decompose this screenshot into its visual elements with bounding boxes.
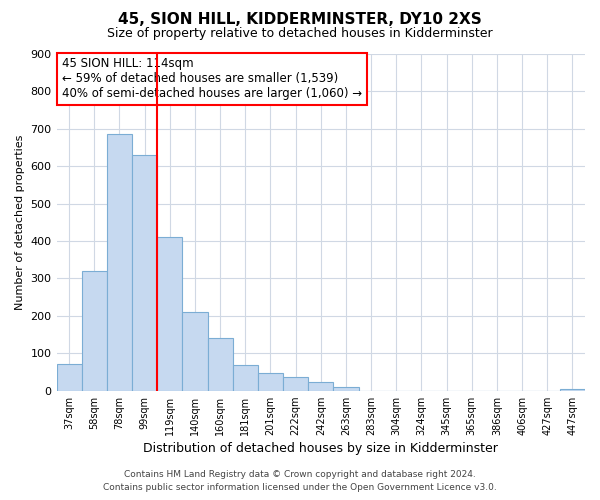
Text: 45, SION HILL, KIDDERMINSTER, DY10 2XS: 45, SION HILL, KIDDERMINSTER, DY10 2XS [118,12,482,28]
Bar [560,389,585,390]
Bar [107,134,132,390]
Text: 45 SION HILL: 114sqm
← 59% of detached houses are smaller (1,539)
40% of semi-de: 45 SION HILL: 114sqm ← 59% of detached h… [62,58,362,100]
Text: Size of property relative to detached houses in Kidderminster: Size of property relative to detached ho… [107,28,493,40]
Bar [208,338,233,390]
Bar [308,382,334,390]
Bar [132,155,157,390]
X-axis label: Distribution of detached houses by size in Kidderminster: Distribution of detached houses by size … [143,442,498,455]
Bar [258,372,283,390]
Text: Contains HM Land Registry data © Crown copyright and database right 2024.
Contai: Contains HM Land Registry data © Crown c… [103,470,497,492]
Bar [56,364,82,390]
Bar [82,271,107,390]
Bar [283,377,308,390]
Bar [157,238,182,390]
Bar [334,387,359,390]
Bar [182,312,208,390]
Bar [233,366,258,390]
Y-axis label: Number of detached properties: Number of detached properties [15,134,25,310]
